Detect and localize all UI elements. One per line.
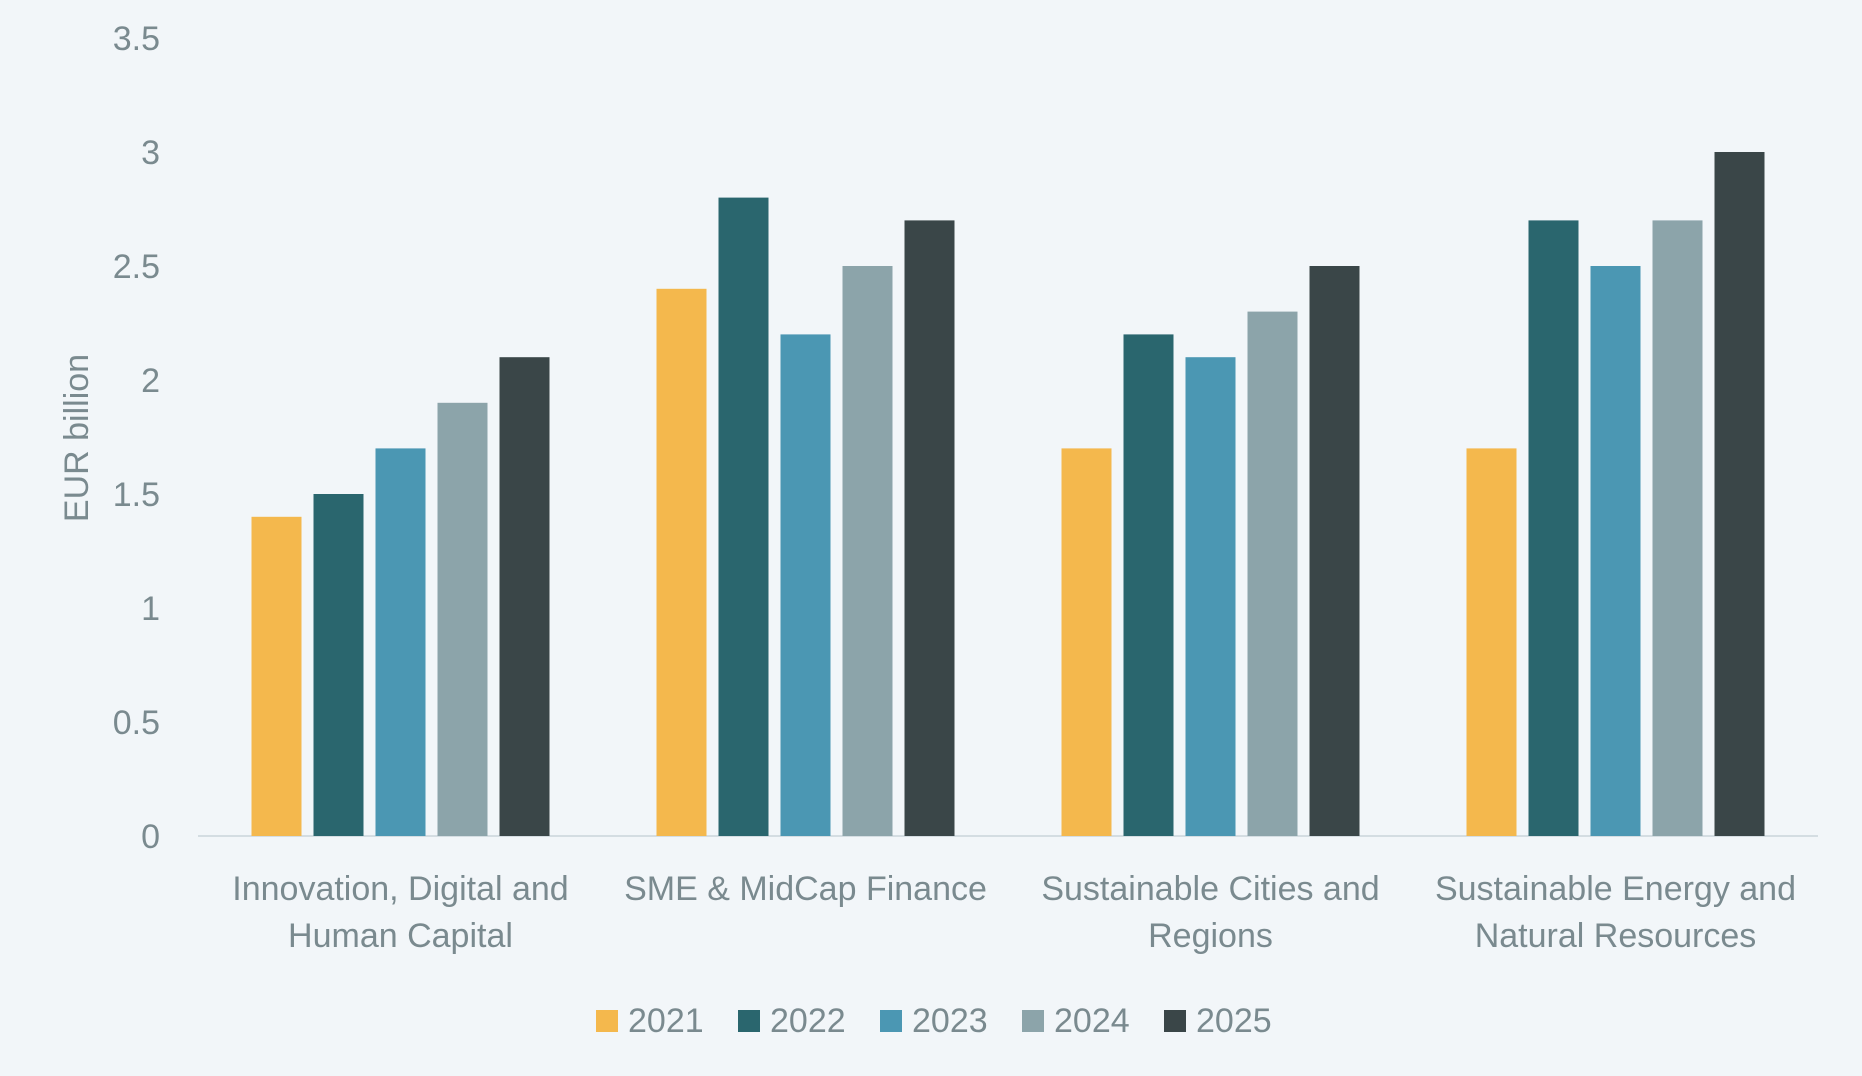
y-axis-ticks: 0 0.5 1 1.5 2 2.5 3 3.5	[113, 20, 160, 856]
y-tick-label: 0.5	[113, 704, 160, 742]
legend-label-2025: 2025	[1196, 1002, 1272, 1040]
bar-2024-cat-2	[842, 266, 893, 836]
bar-2021-cat-3	[1061, 448, 1112, 836]
bar-2023-cat-2	[780, 334, 831, 836]
legend: 2021 2022 2023 2024 2025	[596, 1002, 1272, 1040]
category-label: Sustainable Cities and	[1041, 870, 1379, 908]
legend-swatch-2021	[596, 1010, 618, 1032]
legend-swatch-2024	[1022, 1010, 1044, 1032]
category-label: Innovation, Digital and	[232, 870, 568, 908]
legend-swatch-2025	[1164, 1010, 1186, 1032]
bar-2021-cat-4	[1466, 448, 1517, 836]
category-label: Human Capital	[288, 917, 513, 955]
bar-2024-cat-1	[437, 402, 488, 836]
category-label: Regions	[1148, 917, 1273, 955]
y-tick-label: 2.5	[113, 248, 160, 286]
y-axis-title-group: EUR billion	[58, 354, 96, 522]
legend-label-2023: 2023	[912, 1002, 988, 1040]
y-tick-label: 0	[141, 818, 160, 856]
bar-2021-cat-1	[251, 516, 302, 836]
bar-2025-cat-3	[1309, 266, 1360, 836]
y-tick-label: 3.5	[113, 20, 160, 58]
y-tick-label: 1.5	[113, 476, 160, 514]
y-tick-label: 1	[141, 590, 160, 628]
legend-swatch-2022	[738, 1010, 760, 1032]
y-tick-label: 2	[141, 362, 160, 400]
bar-2022-cat-4	[1528, 220, 1579, 836]
bar-2022-cat-1	[313, 494, 364, 836]
bar-2025-cat-1	[499, 357, 550, 836]
legend-label-2021: 2021	[628, 1002, 704, 1040]
y-axis-title: EUR billion	[58, 354, 96, 522]
bar-2021-cat-2	[656, 288, 707, 836]
y-tick-label: 3	[141, 134, 160, 172]
legend-label-2024: 2024	[1054, 1002, 1130, 1040]
bar-2023-cat-3	[1185, 357, 1236, 836]
bar-2025-cat-2	[904, 220, 955, 836]
category-labels: Innovation, Digital and Human Capital SME …	[232, 870, 1796, 955]
bar-2025-cat-4	[1714, 152, 1765, 836]
bar-2022-cat-3	[1123, 334, 1174, 836]
category-label: Natural Resources	[1475, 917, 1757, 955]
bar-2024-cat-3	[1247, 311, 1298, 837]
category-label: Sustainable Energy and	[1435, 870, 1796, 908]
bars	[251, 152, 1765, 837]
bar-2023-cat-4	[1590, 266, 1641, 836]
bar-2023-cat-1	[375, 448, 426, 836]
bar-2024-cat-4	[1652, 220, 1703, 836]
category-label: SME & MidCap Finance	[624, 870, 987, 908]
legend-label-2022: 2022	[770, 1002, 846, 1040]
bar-2022-cat-2	[718, 197, 769, 837]
legend-swatch-2023	[880, 1010, 902, 1032]
